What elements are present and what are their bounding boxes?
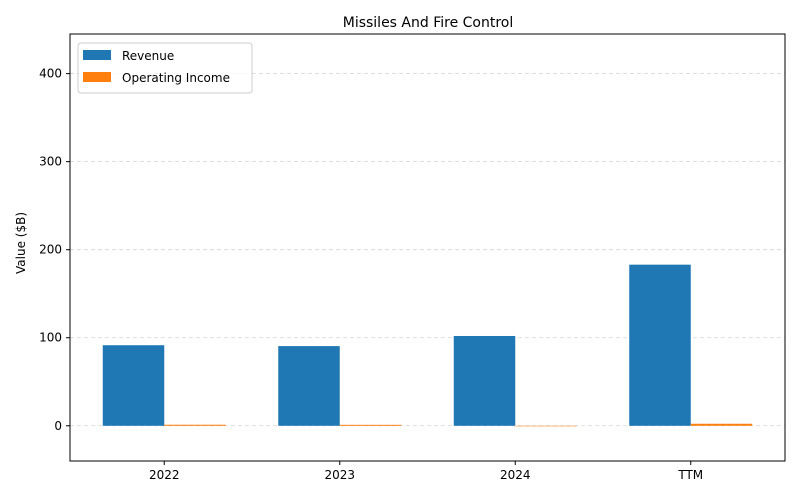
y-tick-label: 300	[39, 155, 62, 169]
x-tick-label: 2023	[324, 468, 355, 482]
x-tick-label: TTM	[677, 468, 703, 482]
legend-swatch-operating-income	[83, 72, 111, 82]
y-tick-label: 200	[39, 243, 62, 257]
bar-operating-income-2024	[515, 425, 577, 427]
y-tick-label: 100	[39, 331, 62, 345]
y-axis-ticks: 0 100 200 300 400	[39, 67, 70, 433]
y-tick-label: 0	[54, 419, 62, 433]
x-tick-label: 2022	[149, 468, 180, 482]
y-tick-label: 400	[39, 67, 62, 81]
legend-label-revenue: Revenue	[122, 49, 174, 63]
legend-label-operating-income: Operating Income	[122, 71, 230, 85]
bar-revenue-2024	[453, 335, 516, 426]
bar-operating-income-ttm	[690, 423, 753, 426]
legend-swatch-revenue	[83, 50, 111, 60]
bar-revenue-2023	[278, 346, 340, 426]
legend: Revenue Operating Income	[77, 42, 253, 94]
bar-operating-income-2022	[164, 424, 226, 426]
bar-revenue-ttm	[629, 264, 691, 426]
chart-title: Missiles And Fire Control	[343, 15, 514, 31]
x-tick-label: 2024	[500, 468, 531, 482]
x-axis-ticks: 2022 2023 2024 TTM	[149, 461, 703, 482]
y-axis-title: Value ($B)	[14, 212, 28, 274]
bar-operating-income-2023	[339, 424, 402, 426]
legend-box	[77, 42, 253, 94]
plot-frame	[69, 33, 786, 462]
bar-revenue-2022	[102, 345, 165, 426]
bars	[102, 264, 753, 427]
